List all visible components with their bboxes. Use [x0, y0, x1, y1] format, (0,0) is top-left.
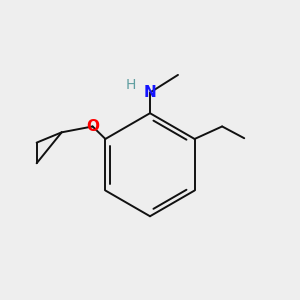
Text: N: N — [144, 85, 156, 100]
Text: O: O — [86, 119, 99, 134]
Text: H: H — [126, 78, 136, 92]
